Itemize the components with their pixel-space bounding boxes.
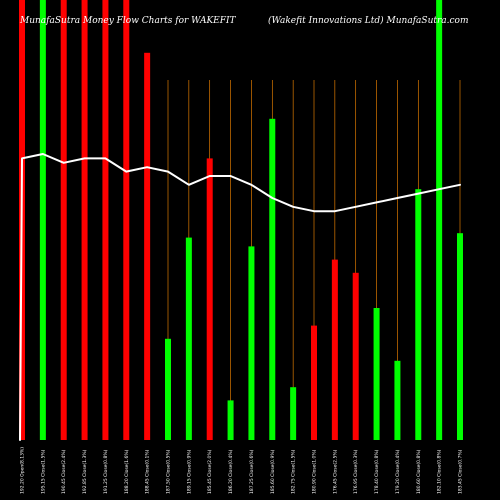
line-layer: [19, 153, 461, 441]
bar: [248, 246, 255, 440]
bar: [60, 0, 67, 440]
bar: [102, 0, 109, 440]
bar: [436, 0, 443, 440]
bar: [206, 158, 213, 440]
chart-title-right: (Wakefit Innovations Ltd) MunafaSutra.co…: [268, 15, 469, 26]
bar: [352, 272, 359, 440]
bar: [457, 233, 463, 440]
bar: [394, 360, 401, 440]
tick-label: 176.45 Close(2.5%): [332, 449, 338, 494]
bar: [269, 118, 276, 441]
bar: [81, 0, 88, 440]
tick-label: 178.40 Close(0.8%): [374, 449, 380, 494]
tick-label: 187.25 Close(0.6%): [249, 449, 255, 494]
tick-label: 188.45 Close(0.1%): [145, 449, 151, 494]
bar: [373, 308, 380, 440]
bar: [185, 237, 192, 440]
bar: [290, 387, 297, 440]
tick-label: 190.45 Close(2.4%): [61, 449, 67, 494]
tick-label: 185.45 Close(2.0%): [207, 449, 213, 494]
tick-label: 180.90 Close(1.0%): [312, 449, 318, 494]
bar: [331, 259, 338, 440]
tick-label: 176.95 Close(0.3%): [353, 449, 359, 494]
tick-label: 180.60 Close(0.8%): [416, 449, 422, 494]
tick-label: 188.20 Close(1.6%): [124, 449, 130, 494]
tick-label: 183.45 Close(0.7%): [458, 449, 464, 494]
tick-label: 191.25 Close(0.8%): [103, 449, 109, 494]
tick-label: 187.50 Close(0.5%): [166, 449, 172, 494]
tick-label: 179.20 Close(0.4%): [395, 449, 401, 494]
tick-label: 192.20 Open(8.13%): [20, 447, 26, 494]
tick-label: 182.10 Close(0.8%): [437, 449, 443, 494]
tick-label: 192.85 Close(1.3%): [82, 449, 88, 494]
bar: [39, 0, 46, 440]
tick-label: 189.15 Close(0.9%): [186, 449, 192, 494]
bar: [144, 52, 151, 441]
tick-label: 186.20 Close(0.4%): [228, 449, 234, 494]
bar: [123, 0, 130, 440]
bar: [227, 400, 234, 440]
bar: [165, 338, 171, 440]
chart-title-left: MunafaSutra Money Flow Charts for WAKEFI…: [19, 16, 237, 26]
bar: [415, 189, 422, 440]
money-flow-line: [19, 153, 461, 441]
tick-label: 185.60 Close(0.9%): [270, 449, 276, 494]
tick-layer: 192.20 Open(8.13%) 195.15 Close(1.5%) 190.…: [20, 447, 464, 494]
tick-label: 195.15 Close(1.5%): [40, 449, 46, 494]
bar: [311, 325, 317, 440]
tick-label: 182.75 Close(1.5%): [291, 449, 297, 494]
